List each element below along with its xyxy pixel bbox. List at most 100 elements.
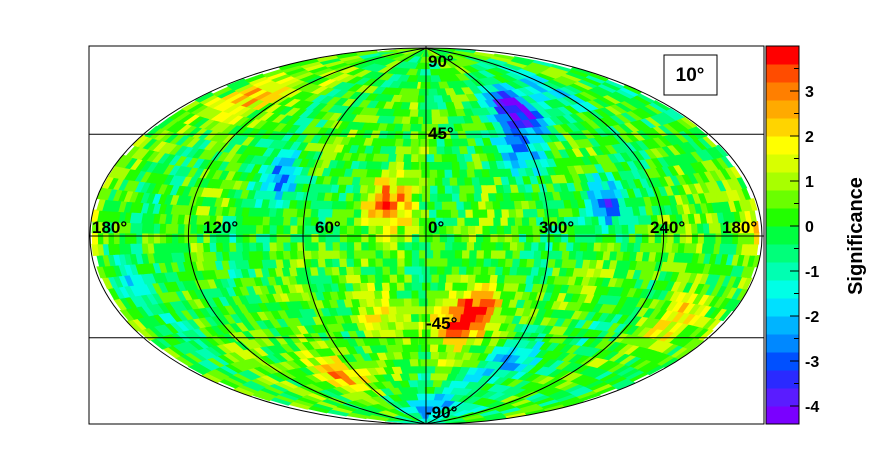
map-pixel: [352, 208, 362, 218]
map-pixel: [158, 232, 167, 244]
map-pixel: [431, 379, 443, 388]
map-pixel: [475, 249, 485, 259]
map-pixel: [480, 241, 489, 251]
lon-label-180-right: 180°: [722, 218, 757, 237]
map-pixel: [481, 225, 490, 235]
map-pixel: [456, 216, 465, 226]
map-pixel: [410, 273, 420, 283]
map-pixel: [380, 168, 390, 178]
map-pixel: [511, 249, 521, 259]
map-pixel: [215, 241, 224, 252]
map-pixel: [553, 250, 563, 260]
map-pixel: [437, 273, 447, 283]
map-pixel: [518, 233, 527, 243]
map-pixel: [268, 241, 277, 252]
map-pixel: [338, 257, 348, 268]
map-pixel: [388, 200, 398, 210]
map-pixel: [396, 257, 405, 267]
map-pixel: [374, 241, 384, 251]
colorbar-swatch: [766, 154, 799, 173]
map-pixel: [437, 351, 448, 360]
map-pixel: [396, 200, 405, 210]
map-pixel: [450, 265, 460, 275]
map-pixel: [241, 233, 250, 243]
map-pixel: [448, 176, 458, 186]
map-pixel: [366, 265, 376, 275]
lon-label-180-left: 180°: [92, 218, 127, 237]
map-pixel: [410, 281, 420, 291]
map-pixel: [450, 192, 460, 202]
map-pixel: [352, 265, 362, 276]
map-pixel: [690, 222, 698, 234]
map-pixel: [574, 233, 583, 243]
map-pixel: [402, 297, 412, 307]
map-pixel: [381, 200, 391, 210]
map-pixel: [353, 224, 362, 235]
map-pixel: [402, 153, 412, 163]
map-pixel: [470, 216, 480, 226]
map-pixel: [493, 208, 502, 218]
map-pixel: [367, 216, 376, 226]
lon-label-120: 120°: [203, 218, 238, 237]
map-pixel: [444, 241, 453, 251]
map-pixel: [268, 224, 277, 235]
map-pixel: [462, 200, 472, 210]
map-pixel: [500, 208, 510, 218]
map-pixel: [429, 192, 438, 202]
map-pixel: [455, 289, 465, 299]
map-pixel: [373, 184, 383, 194]
map-pixel: [511, 233, 519, 243]
map-pixel: [426, 200, 435, 210]
map-pixel: [382, 233, 391, 243]
map-pixel: [289, 241, 298, 251]
map-pixel: [381, 265, 391, 275]
map-pixel: [410, 161, 420, 170]
map-pixel: [494, 265, 504, 276]
map-pixel: [135, 232, 143, 244]
map-pixel: [316, 208, 326, 218]
map-pixel: [428, 161, 438, 170]
map-pixel: [684, 222, 692, 234]
colorbar-swatch: [766, 208, 799, 227]
map-pixel: [447, 305, 457, 315]
map-pixel: [147, 232, 155, 244]
map-pixel: [338, 241, 348, 251]
map-pixel: [473, 281, 483, 291]
map-pixel: [576, 215, 586, 226]
map-pixel: [374, 208, 384, 218]
map-pixel: [409, 328, 419, 338]
map-pixel: [254, 241, 264, 252]
map-pixel: [380, 176, 390, 186]
map-pixel: [587, 224, 596, 234]
map-pixel: [409, 123, 419, 132]
map-pixel: [633, 223, 642, 234]
map-pixel: [381, 241, 391, 251]
map-pixel: [525, 249, 535, 260]
map-pixel: [345, 241, 355, 251]
map-pixel: [428, 208, 437, 218]
map-pixel: [359, 200, 369, 210]
map-pixel: [459, 225, 469, 235]
colorbar-tick-label: -2: [805, 309, 819, 326]
map-pixel: [458, 184, 468, 194]
colorbar-swatch: [766, 280, 799, 299]
map-pixel: [394, 305, 405, 315]
map-pixel: [445, 225, 454, 235]
map-pixel: [402, 145, 412, 155]
map-pixel: [395, 281, 405, 291]
map-pixel: [503, 224, 512, 235]
map-pixel: [443, 184, 453, 194]
map-pixel: [469, 200, 479, 210]
map-pixel: [409, 321, 419, 330]
map-pixel: [461, 249, 470, 259]
map-pixel: [453, 233, 462, 243]
lon-label-240: 240°: [650, 218, 685, 237]
map-pixel: [324, 249, 333, 259]
map-pixel: [436, 101, 447, 110]
map-pixel: [457, 208, 466, 218]
map-pixel: [403, 192, 412, 202]
map-pixel: [449, 216, 458, 226]
map-pixel: [433, 200, 443, 210]
map-pixel: [158, 222, 167, 234]
map-pixel: [436, 281, 446, 291]
